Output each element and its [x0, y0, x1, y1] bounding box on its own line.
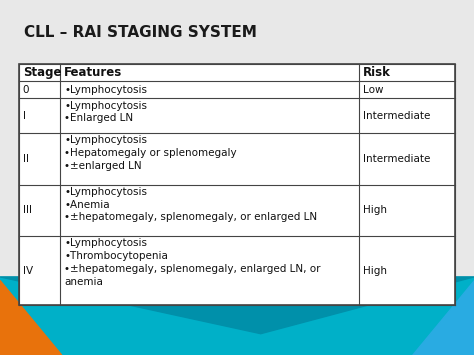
Text: High: High: [363, 266, 387, 276]
Text: •Lymphocytosis
•Thrombocytopenia
•±hepatomegaly, splenomegaly, enlarged LN, or
a: •Lymphocytosis •Thrombocytopenia •±hepat…: [64, 239, 321, 287]
Text: 0: 0: [23, 85, 29, 95]
Polygon shape: [0, 277, 474, 355]
Text: I: I: [23, 111, 26, 121]
Text: Intermediate: Intermediate: [363, 111, 430, 121]
Text: CLL – RAI STAGING SYSTEM: CLL – RAI STAGING SYSTEM: [24, 25, 256, 40]
Text: III: III: [23, 206, 32, 215]
Text: Stage: Stage: [23, 66, 61, 79]
Text: Risk: Risk: [363, 66, 391, 79]
Polygon shape: [0, 280, 62, 355]
Text: II: II: [23, 154, 29, 164]
Text: •Lymphocytosis
•Anemia
•±hepatomegaly, splenomegaly, or enlarged LN: •Lymphocytosis •Anemia •±hepatomegaly, s…: [64, 187, 317, 222]
Text: •Lymphocytosis
•Enlarged LN: •Lymphocytosis •Enlarged LN: [64, 100, 147, 123]
Text: Low: Low: [363, 85, 383, 95]
Text: High: High: [363, 206, 387, 215]
Text: •Lymphocytosis
•Hepatomegaly or splenomegaly
•±enlarged LN: •Lymphocytosis •Hepatomegaly or splenome…: [64, 135, 237, 171]
Polygon shape: [0, 277, 474, 334]
Text: •Lymphocytosis: •Lymphocytosis: [64, 85, 147, 95]
Text: Features: Features: [64, 66, 122, 79]
Polygon shape: [412, 280, 474, 355]
Text: Intermediate: Intermediate: [363, 154, 430, 164]
Text: IV: IV: [23, 266, 33, 276]
Bar: [19, 64, 455, 305]
